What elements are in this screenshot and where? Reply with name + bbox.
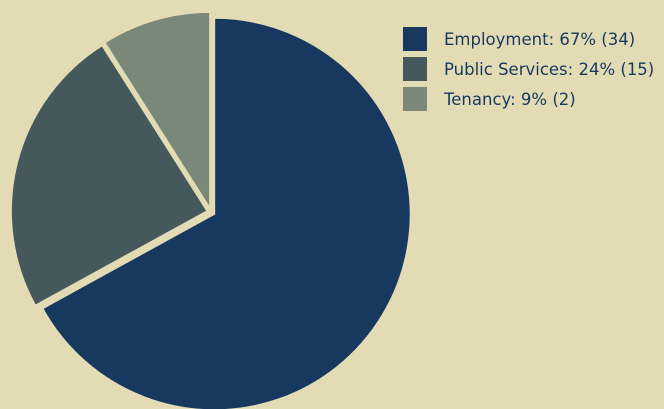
legend-label-tenancy: Tenancy: 9% (2) (443, 90, 576, 109)
legend-label-public-services: Public Services: 24% (15) (444, 60, 654, 79)
pie-slices (10, 11, 412, 409)
legend-swatch-public-services (403, 57, 427, 81)
legend-swatch-employment (403, 27, 427, 51)
pie-slice-public-services (10, 44, 209, 307)
pie-slice-tenancy (103, 11, 211, 211)
legend-label-employment: Employment: 67% (34) (444, 30, 635, 49)
legend-swatch-tenancy (403, 87, 427, 111)
legend: Employment: 67% (34) Public Services: 24%… (403, 27, 654, 111)
pie-slice-employment (41, 17, 412, 409)
